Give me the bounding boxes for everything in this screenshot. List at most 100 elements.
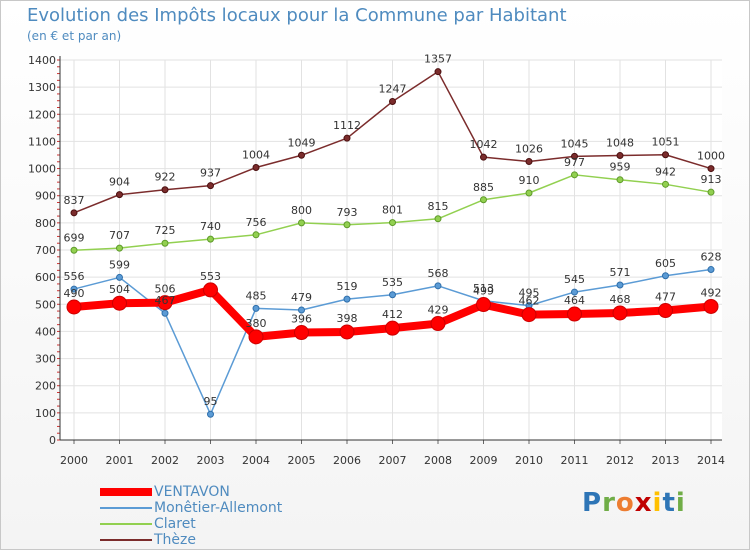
data-label: 464: [564, 294, 585, 307]
data-label: 910: [519, 174, 540, 187]
data-label: 1112: [333, 119, 361, 132]
legend-swatch: [100, 507, 152, 509]
data-point: [662, 180, 669, 188]
data-point: [339, 324, 355, 340]
data-point: [616, 176, 624, 184]
data-point: [343, 221, 351, 229]
data-label: 545: [564, 273, 585, 286]
x-tick-label: 2001: [106, 454, 134, 467]
data-label: 1049: [288, 136, 316, 149]
data-point: [707, 188, 715, 196]
data-label: 1026: [515, 143, 543, 156]
data-point: [294, 325, 309, 341]
data-point: [567, 306, 582, 322]
data-label: 513: [473, 282, 494, 295]
data-point: [480, 196, 487, 204]
data-label: 1357: [424, 53, 452, 66]
y-tick-label: 1200: [28, 108, 56, 121]
data-label: 942: [655, 165, 676, 178]
data-point: [434, 68, 442, 76]
logo-letter: i: [652, 488, 663, 518]
data-point: [389, 98, 396, 106]
data-label: 1004: [242, 148, 270, 161]
data-point: [662, 151, 669, 159]
data-label: 628: [701, 251, 722, 264]
data-point: [662, 272, 669, 280]
legend-label: Thèze: [154, 532, 196, 548]
data-point: [66, 299, 82, 315]
data-point: [385, 320, 400, 336]
data-point: [480, 153, 487, 161]
x-tick-label: 2005: [288, 454, 316, 467]
y-tick-label: 1400: [28, 54, 56, 67]
data-point: [248, 329, 264, 345]
x-tick-label: 2013: [652, 454, 680, 467]
data-label: 485: [246, 289, 267, 302]
x-tick-label: 2008: [424, 454, 452, 467]
data-label: 699: [64, 231, 85, 244]
data-label: 553: [200, 270, 221, 283]
logo-letter: r: [602, 488, 616, 518]
x-tick-label: 2006: [333, 454, 361, 467]
x-tick-label: 2000: [60, 454, 88, 467]
logo-letter: t: [662, 488, 676, 518]
data-label: 837: [64, 194, 85, 207]
data-point: [298, 151, 305, 159]
data-label: 725: [155, 224, 176, 237]
data-point: [389, 291, 396, 299]
y-tick-label: 400: [35, 325, 56, 338]
x-tick-label: 2012: [606, 454, 634, 467]
data-label: 1042: [470, 138, 498, 151]
data-point: [389, 219, 396, 227]
y-tick-label: 1100: [28, 135, 56, 148]
y-tick-label: 200: [35, 380, 56, 393]
data-point: [434, 282, 442, 290]
data-point: [207, 182, 214, 190]
data-point: [116, 244, 123, 252]
data-label: 885: [473, 181, 494, 194]
data-label: 492: [701, 286, 722, 299]
data-label: 1247: [379, 83, 407, 96]
x-tick-label: 2014: [697, 454, 725, 467]
y-tick-label: 600: [35, 271, 56, 284]
data-point: [430, 316, 446, 332]
data-point: [252, 163, 260, 171]
legend-swatch: [100, 488, 152, 496]
data-point: [525, 158, 533, 166]
data-label: 499: [473, 285, 494, 298]
data-label: 571: [610, 266, 631, 279]
data-label: 904: [109, 176, 130, 189]
data-point: [207, 235, 214, 243]
data-point: [343, 134, 351, 142]
data-point: [343, 295, 351, 303]
data-point: [707, 266, 715, 274]
data-point: [521, 307, 537, 323]
data-label: 959: [610, 161, 631, 174]
data-label: 468: [610, 293, 631, 306]
data-point: [298, 219, 305, 227]
data-label: 605: [655, 257, 676, 270]
x-tick-label: 2003: [197, 454, 225, 467]
data-point: [207, 410, 214, 418]
data-point: [157, 295, 173, 311]
data-point: [571, 288, 578, 296]
y-tick-label: 700: [35, 244, 56, 257]
data-label: 412: [382, 308, 403, 321]
data-label: 740: [200, 220, 221, 233]
chart-subtitle: (en € et par an): [27, 29, 122, 43]
data-label: 396: [291, 313, 312, 326]
data-point: [70, 285, 78, 293]
chart-title: Evolution des Impôts locaux pour la Comm…: [27, 5, 567, 26]
data-label: 1048: [606, 137, 634, 150]
data-point: [116, 191, 123, 199]
data-point: [252, 231, 260, 239]
data-label: 800: [291, 204, 312, 217]
data-label: 504: [109, 283, 130, 296]
y-tick-label: 800: [35, 217, 56, 230]
data-point: [70, 209, 78, 217]
data-point: [571, 171, 578, 179]
data-label: 568: [428, 267, 449, 280]
data-point: [434, 215, 442, 223]
data-point: [116, 273, 123, 281]
data-point: [616, 281, 624, 289]
